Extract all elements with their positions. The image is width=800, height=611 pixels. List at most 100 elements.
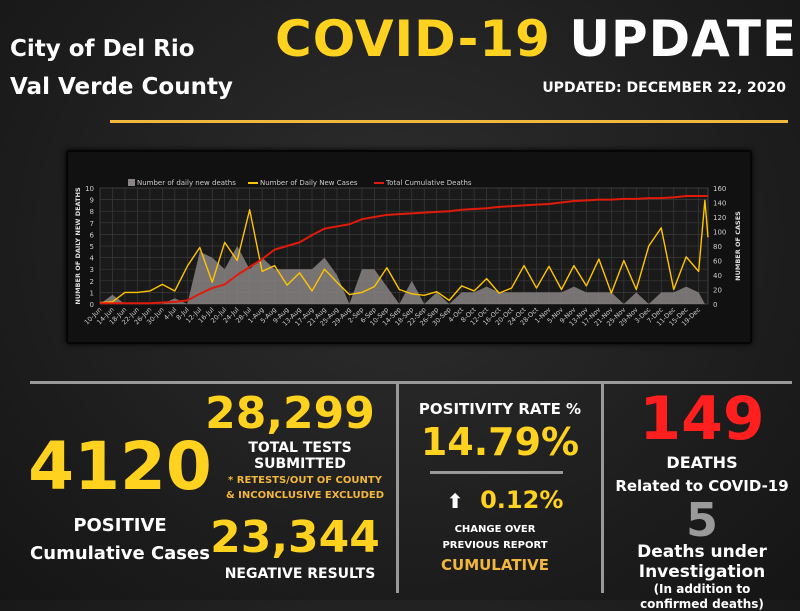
data-point (262, 258, 263, 259)
investigation-note: (In addition to (653, 582, 751, 596)
city-line-1: City of Del Rio (10, 36, 195, 62)
column-divider-2 (601, 381, 604, 593)
deaths-label: DEATHS (666, 453, 738, 472)
data-point (249, 209, 250, 210)
data-point (274, 269, 275, 270)
header-divider (110, 120, 788, 123)
data-point (112, 303, 113, 304)
positivity-label: POSITIVITY RATE % (418, 400, 582, 418)
data-point (707, 237, 708, 238)
data-point (636, 292, 637, 293)
data-point (187, 300, 188, 301)
data-point (349, 303, 350, 304)
change-label-2: PREVIOUS REPORT (442, 540, 548, 551)
data-point (237, 245, 238, 246)
data-point (324, 269, 325, 270)
data-point (598, 199, 599, 200)
data-point (573, 200, 574, 201)
negative-value: 23,344 (210, 512, 380, 563)
data-point (399, 289, 400, 290)
y-left-tick-label: 2 (90, 278, 94, 286)
data-point (636, 289, 637, 290)
data-point (704, 200, 705, 201)
data-point (474, 208, 475, 209)
data-point (199, 293, 200, 294)
data-point (174, 290, 175, 291)
data-point (249, 266, 250, 267)
data-point (286, 245, 287, 246)
data-point (374, 216, 375, 217)
data-point (586, 292, 587, 293)
stats-divider (30, 381, 792, 384)
city-line-2: Val Verde County (10, 74, 233, 100)
data-point (648, 303, 649, 304)
tests-note-2: & INCONCLUSIVE EXCLUDED (225, 490, 385, 501)
daily-deaths-area (100, 246, 708, 304)
data-point (661, 198, 662, 199)
change-row: ⬆ 0.12% (420, 486, 590, 514)
data-point (673, 292, 674, 293)
y-left-axis-label: NUMBER OF DAILY NEW DEATHS (74, 187, 82, 305)
data-point (548, 292, 549, 293)
data-point (636, 198, 637, 199)
y-right-tick-label: 140 (713, 200, 726, 208)
covid-chart: 01234567891002040608010012014016010-Jun1… (74, 179, 742, 328)
data-point (374, 269, 375, 270)
data-point (199, 247, 200, 248)
investigation-label: Deaths under (637, 542, 767, 562)
data-point (424, 303, 425, 304)
investigation-note-2: confirmed deaths) (640, 597, 764, 611)
up-arrow-icon: ⬆ (446, 489, 464, 513)
data-point (511, 206, 512, 207)
data-point (224, 242, 225, 243)
data-point (461, 285, 462, 286)
legend-swatch (248, 182, 258, 184)
y-left-tick-label: 5 (90, 243, 94, 251)
daily-cases-line (99, 199, 709, 304)
data-point (548, 266, 549, 267)
deaths-value: 149 (639, 384, 765, 454)
data-point (498, 206, 499, 207)
cumulative-deaths-line (100, 194, 708, 305)
y-right-tick-label: 60 (713, 258, 722, 266)
data-point (698, 292, 699, 293)
y-left-tick-label: 6 (90, 231, 95, 239)
data-point (486, 286, 487, 287)
y-left-tick-label: 7 (90, 220, 94, 228)
data-point (561, 292, 562, 293)
legend-swatch (128, 179, 135, 186)
y-left-tick-label: 4 (90, 255, 95, 263)
data-point (586, 200, 587, 201)
data-point (661, 227, 662, 228)
data-point (536, 287, 537, 288)
data-point (486, 278, 487, 279)
data-point (598, 292, 599, 293)
data-point (299, 269, 300, 270)
data-point (461, 292, 462, 293)
data-point (299, 272, 300, 273)
change-label: CHANGE OVER (454, 524, 536, 535)
legend-label: Number of daily new deaths (137, 179, 236, 187)
data-point (474, 290, 475, 291)
data-point (449, 303, 450, 304)
data-point (237, 274, 238, 275)
data-point (187, 266, 188, 267)
data-point (112, 301, 113, 302)
data-point (486, 208, 487, 209)
data-point (536, 204, 537, 205)
data-point (361, 269, 362, 270)
legend-label: Total Cumulative Deaths (385, 179, 472, 187)
y-right-tick-label: 80 (713, 243, 722, 251)
data-point (187, 303, 188, 304)
change-value: 0.12% (480, 486, 564, 514)
data-point (112, 294, 113, 295)
data-point (149, 303, 150, 304)
data-point (598, 258, 599, 259)
data-point (311, 235, 312, 236)
y-right-tick-label: 0 (713, 301, 717, 309)
data-point (698, 271, 699, 272)
investigation-value: 5 (685, 493, 718, 547)
data-point (686, 195, 687, 196)
data-point (386, 214, 387, 215)
data-point (561, 289, 562, 290)
